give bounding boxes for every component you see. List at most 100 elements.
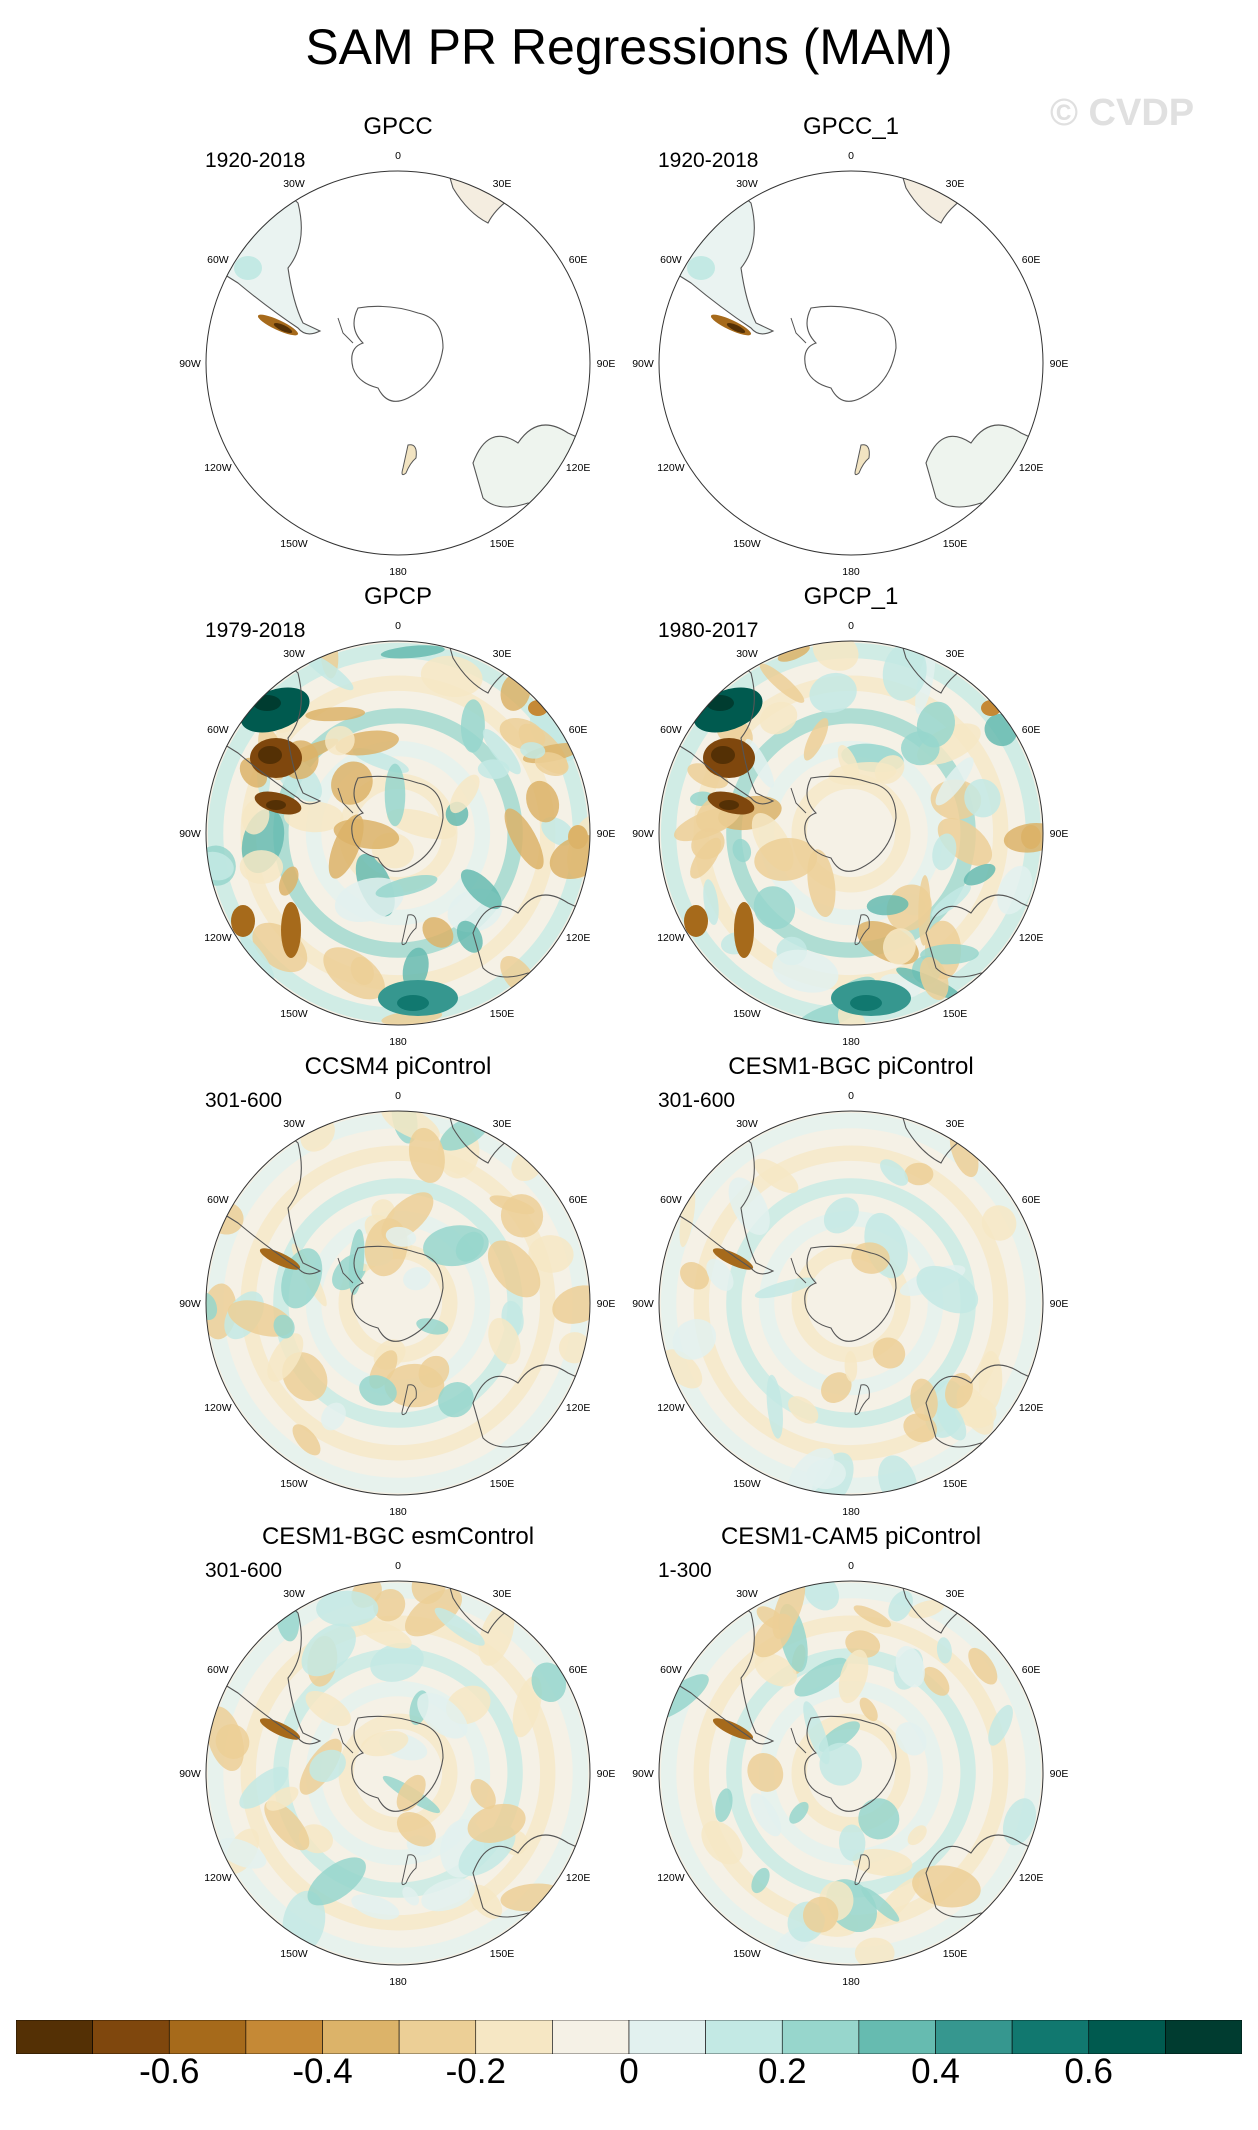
panel-period: 1-300 (658, 1559, 712, 1582)
longitude-label: 180 (389, 1976, 407, 1988)
longitude-label: 0 (395, 150, 401, 162)
longitude-label: 150W (280, 1478, 308, 1490)
longitude-label: 30E (493, 648, 512, 660)
longitude-label: 30E (946, 648, 965, 660)
longitude-label: 120W (657, 1872, 685, 1884)
longitude-label: 0 (848, 620, 854, 632)
polar-map: 0 30E 60E 90E 120E 150E 180 150W 120W 90W 60W 30W (179, 150, 616, 578)
longitude-label: 30E (946, 1118, 965, 1130)
longitude-label: 150E (943, 1948, 968, 1960)
longitude-label: 120W (657, 932, 685, 944)
panel-period: 1980-2017 (658, 619, 759, 642)
longitude-label: 60W (207, 1664, 229, 1676)
longitude-label: 150W (280, 538, 308, 550)
longitude-label: 90E (1050, 358, 1069, 370)
longitude-label: 120W (204, 1402, 232, 1414)
panel-title: CESM1-CAM5 piControl (720, 1523, 982, 1550)
longitude-label: 0 (395, 620, 401, 632)
longitude-label: 60W (207, 254, 229, 266)
longitude-label: 60E (1022, 724, 1041, 736)
longitude-label: 150E (943, 538, 968, 550)
longitude-label: 30W (283, 648, 305, 660)
panel-period: 301-600 (205, 1559, 283, 1582)
longitude-label: 30E (493, 178, 512, 190)
longitude-label: 30W (283, 178, 305, 190)
panel-title: GPCP_1 (803, 583, 899, 610)
longitude-label: 0 (848, 150, 854, 162)
colorbar-tick-label: -0.6 (139, 2052, 200, 2091)
longitude-label: 120W (657, 1402, 685, 1414)
colorbar-box (628, 2020, 706, 2054)
colorbar-box (245, 2020, 323, 2054)
colorbar-box (1088, 2020, 1166, 2054)
longitude-label: 150E (490, 1948, 515, 1960)
cvdp-watermark: © CVDP (1050, 92, 1195, 134)
colorbar-box (168, 2020, 247, 2054)
panel-title: GPCP (363, 583, 433, 610)
colorbar-box (552, 2020, 630, 2054)
longitude-label: 150E (490, 1008, 515, 1020)
longitude-label: 60E (569, 1664, 588, 1676)
longitude-label: 60W (660, 1664, 682, 1676)
polar-map: 0 30E 60E 90E 120E 150E 180 150W 120W 90W 60W 30W (632, 150, 1069, 578)
polar-map: 0 30E 60E 90E 120E 150E 180 150W 120W 90W 60W 30W (179, 1090, 615, 1518)
longitude-label: 120E (566, 462, 591, 474)
longitude-label: 0 (395, 1560, 401, 1572)
colorbar-box (398, 2020, 477, 2054)
colorbar-box (1165, 2020, 1242, 2054)
longitude-label: 30E (493, 1588, 512, 1600)
longitude-label: 30E (493, 1118, 512, 1130)
panel-period: 301-600 (658, 1089, 736, 1112)
longitude-label: 60W (207, 1194, 229, 1206)
map-field (206, 1111, 590, 1495)
longitude-label: 60W (207, 724, 229, 736)
longitude-label: 30W (736, 648, 758, 660)
longitude-label: 90E (597, 358, 616, 370)
longitude-label: 90W (632, 1768, 654, 1780)
map-field (659, 1111, 1043, 1495)
longitude-label: 150W (733, 538, 761, 550)
longitude-label: 120W (204, 932, 232, 944)
panel-period: 1920-2018 (205, 149, 306, 172)
longitude-label: 150E (490, 1478, 515, 1490)
longitude-label: 30W (283, 1588, 305, 1600)
longitude-label: 30E (946, 178, 965, 190)
longitude-label: 60E (569, 724, 588, 736)
panel-title: CESM1-BGC esmControl (261, 1523, 535, 1550)
longitude-label: 90E (1050, 1768, 1069, 1780)
panel-title: GPCC_1 (802, 113, 900, 140)
colorbar-box (781, 2020, 860, 2054)
panel-title: GPCC (363, 113, 433, 140)
longitude-label: 120E (1019, 1872, 1044, 1884)
polar-map: 0 30E 60E 90E 120E 150E 180 150W 120W 90W 60W 30W (632, 620, 1068, 1048)
longitude-label: 90W (179, 1768, 201, 1780)
figure-title: SAM PR Regressions (MAM) (305, 19, 953, 75)
longitude-label: 120W (204, 1872, 232, 1884)
panel-period: 1920-2018 (658, 149, 759, 172)
colorbar-box (475, 2020, 553, 2054)
longitude-label: 180 (389, 566, 407, 578)
longitude-label: 90W (632, 828, 654, 840)
colorbar-tick-label: -0.2 (445, 2052, 506, 2091)
longitude-label: 60E (1022, 254, 1041, 266)
longitude-label: 60E (1022, 1194, 1041, 1206)
longitude-label: 90E (597, 828, 616, 840)
longitude-label: 60E (569, 254, 588, 266)
longitude-label: 0 (848, 1090, 854, 1102)
panel-period: 1979-2018 (205, 619, 306, 642)
longitude-label: 90W (632, 358, 654, 370)
longitude-label: 90E (1050, 1298, 1069, 1310)
map-field (659, 641, 1043, 1025)
longitude-label: 150E (490, 538, 515, 550)
longitude-label: 120E (566, 932, 591, 944)
longitude-label: 120E (1019, 1402, 1044, 1414)
longitude-label: 60W (660, 254, 682, 266)
longitude-label: 30W (736, 1118, 758, 1130)
longitude-label: 90W (179, 358, 201, 370)
colorbar-tick-label: 0.2 (757, 2052, 807, 2091)
longitude-label: 60E (569, 1194, 588, 1206)
longitude-label: 180 (389, 1506, 407, 1518)
panel-period: 301-600 (205, 1089, 283, 1112)
colorbar-box (322, 2020, 400, 2054)
colorbar-box (935, 2020, 1013, 2054)
